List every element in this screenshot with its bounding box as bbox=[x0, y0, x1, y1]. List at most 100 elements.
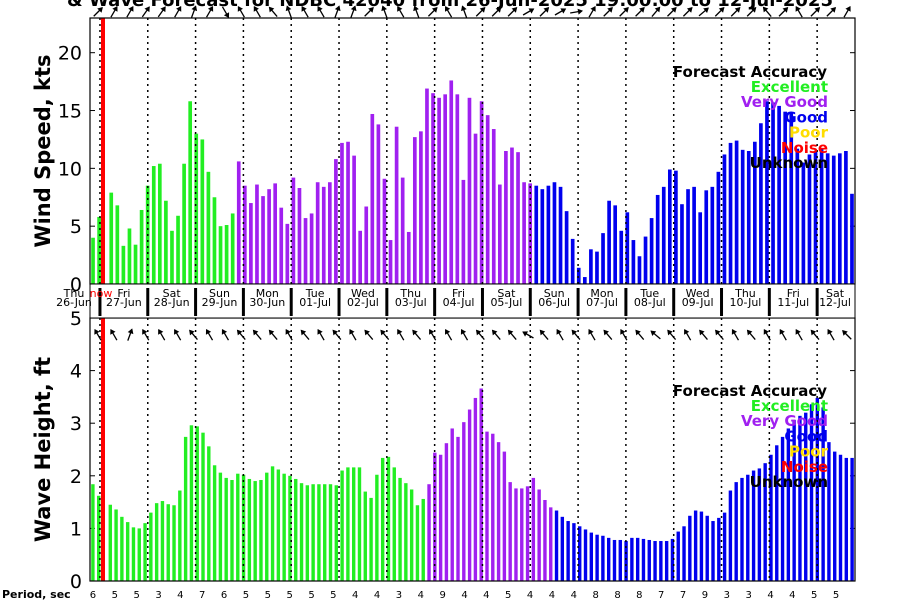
period-value: 4 bbox=[177, 590, 183, 600]
bar bbox=[508, 482, 512, 581]
day-name-label: Mon bbox=[590, 287, 613, 300]
bar bbox=[182, 163, 186, 284]
bar bbox=[850, 457, 854, 581]
bar bbox=[195, 426, 199, 581]
legend-item: Excellent bbox=[751, 78, 828, 96]
bar bbox=[151, 166, 156, 284]
arrow-head bbox=[191, 5, 198, 12]
bar bbox=[176, 215, 180, 284]
period-value: 5 bbox=[112, 590, 118, 600]
arrow-head bbox=[268, 329, 275, 336]
arrow-head bbox=[127, 328, 134, 335]
direction-arrow bbox=[603, 329, 613, 341]
arrow-head bbox=[560, 8, 567, 14]
bar bbox=[704, 190, 709, 284]
bar bbox=[273, 183, 278, 284]
bar bbox=[582, 277, 587, 284]
bar bbox=[178, 490, 182, 581]
bar bbox=[497, 184, 502, 284]
bar bbox=[456, 436, 460, 581]
bar bbox=[688, 515, 692, 581]
bar bbox=[346, 141, 350, 284]
y-tick-label: 1 bbox=[70, 518, 82, 540]
bar bbox=[91, 484, 95, 581]
day-name-label: Tue bbox=[305, 287, 325, 300]
period-value: 8 bbox=[592, 590, 598, 600]
bar bbox=[838, 454, 843, 581]
bar bbox=[769, 454, 773, 581]
period-value: 5 bbox=[286, 590, 292, 600]
bar bbox=[370, 113, 375, 284]
bar bbox=[114, 509, 118, 581]
arrow-head bbox=[221, 328, 228, 335]
bar bbox=[534, 185, 539, 284]
bar bbox=[543, 499, 547, 581]
direction-arrow bbox=[651, 6, 661, 18]
bar bbox=[400, 177, 405, 284]
period-value: 4 bbox=[483, 590, 489, 600]
period-value: 4 bbox=[352, 590, 358, 600]
bar bbox=[647, 539, 651, 581]
arrow-head bbox=[381, 5, 387, 12]
bar bbox=[502, 451, 507, 581]
period-value: 4 bbox=[461, 590, 467, 600]
day-name-label: Thu bbox=[63, 287, 85, 300]
arrow-head bbox=[144, 6, 150, 13]
bar bbox=[751, 470, 756, 581]
day-name-label: Sat bbox=[497, 287, 516, 300]
bar bbox=[218, 472, 223, 581]
arrow-head bbox=[620, 328, 626, 335]
day-date-label: 10-Jul bbox=[730, 296, 762, 309]
bar bbox=[279, 207, 284, 284]
bar bbox=[821, 407, 825, 581]
arrow-head bbox=[763, 328, 769, 335]
arrow-head bbox=[639, 7, 645, 13]
arrow-head bbox=[128, 5, 134, 12]
y-tick-label: 0 bbox=[70, 571, 82, 593]
direction-arrow bbox=[603, 7, 613, 17]
arrow-head bbox=[842, 330, 848, 336]
bar bbox=[392, 467, 396, 581]
direction-arrow bbox=[397, 5, 405, 18]
arrow-head bbox=[750, 7, 757, 13]
bar bbox=[421, 498, 425, 581]
bar bbox=[437, 97, 441, 284]
arrow-head bbox=[205, 328, 212, 335]
period-value: 5 bbox=[811, 590, 817, 600]
arrow-head bbox=[671, 7, 677, 13]
direction-arrow bbox=[285, 328, 293, 341]
arrow-head bbox=[349, 328, 355, 335]
bar bbox=[546, 185, 551, 284]
bar bbox=[798, 415, 802, 581]
bar bbox=[218, 226, 223, 284]
direction-arrow bbox=[810, 7, 821, 17]
bar bbox=[311, 484, 315, 581]
bar bbox=[514, 488, 518, 581]
bar bbox=[415, 505, 420, 581]
arrow-head bbox=[444, 5, 451, 12]
bar bbox=[612, 539, 617, 581]
arrow-head bbox=[317, 5, 323, 12]
direction-arrow bbox=[475, 329, 485, 341]
bar bbox=[265, 472, 269, 581]
arrow-head bbox=[334, 5, 341, 12]
period-value: 5 bbox=[505, 590, 511, 600]
direction-arrow bbox=[317, 328, 325, 341]
day-name-label: Wed bbox=[686, 287, 710, 300]
arrow-head bbox=[176, 5, 182, 12]
arrow-head bbox=[571, 329, 578, 336]
bar bbox=[813, 151, 818, 284]
arrow-head bbox=[588, 328, 594, 335]
bar bbox=[201, 432, 205, 581]
bar bbox=[601, 535, 605, 581]
y-tick-label: 5 bbox=[70, 216, 82, 238]
bar bbox=[504, 151, 508, 284]
arrow-head bbox=[830, 7, 837, 13]
bar bbox=[670, 538, 675, 581]
bar bbox=[682, 526, 686, 581]
bar bbox=[722, 512, 727, 581]
bar bbox=[740, 477, 744, 581]
bar bbox=[267, 189, 271, 284]
arrow-head bbox=[475, 329, 482, 336]
